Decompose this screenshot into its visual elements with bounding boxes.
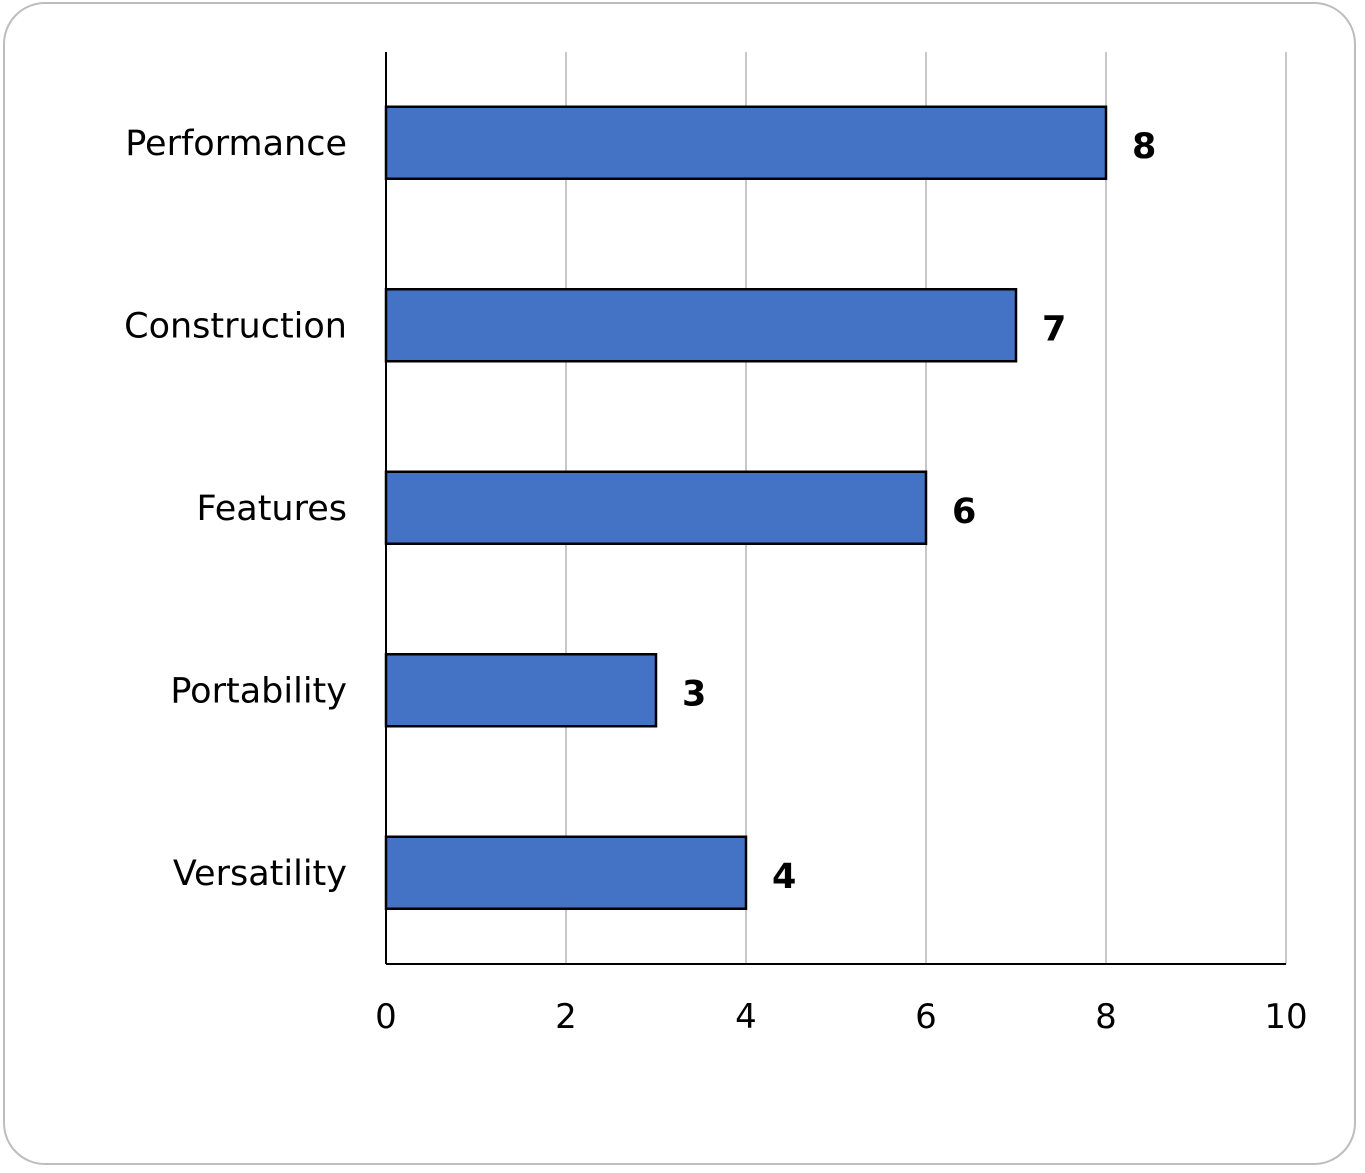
bar-construction bbox=[384, 288, 1018, 363]
bar-portability bbox=[384, 653, 658, 728]
category-label-features: Features bbox=[197, 489, 348, 529]
bar-performance bbox=[384, 105, 1108, 180]
x-tick-label-4: 4 bbox=[735, 997, 757, 1037]
x-tick-label-10: 10 bbox=[1264, 997, 1307, 1037]
axes bbox=[385, 52, 1286, 965]
x-tick-label-0: 0 bbox=[375, 997, 397, 1037]
x-tick-label-6: 6 bbox=[915, 997, 937, 1037]
category-label-construction: Construction bbox=[124, 306, 347, 346]
bar-versatility bbox=[384, 835, 748, 910]
data-label-performance: 8 bbox=[1132, 127, 1156, 167]
chart-frame bbox=[3, 2, 1356, 1165]
x-tick-label-8: 8 bbox=[1095, 997, 1117, 1037]
category-label-portability: Portability bbox=[170, 671, 347, 711]
data-label-portability: 3 bbox=[682, 674, 706, 714]
x-tick-label-2: 2 bbox=[555, 997, 577, 1037]
data-label-features: 6 bbox=[952, 492, 976, 532]
category-label-performance: Performance bbox=[125, 124, 347, 164]
data-label-versatility: 4 bbox=[772, 857, 796, 897]
bar-features bbox=[384, 470, 928, 545]
category-label-versatility: Versatility bbox=[173, 854, 347, 894]
labels: 0 2 4 6 8 10 Performance 8 Construction 7 Features… bbox=[124, 124, 1307, 1037]
data-label-construction: 7 bbox=[1042, 309, 1066, 349]
